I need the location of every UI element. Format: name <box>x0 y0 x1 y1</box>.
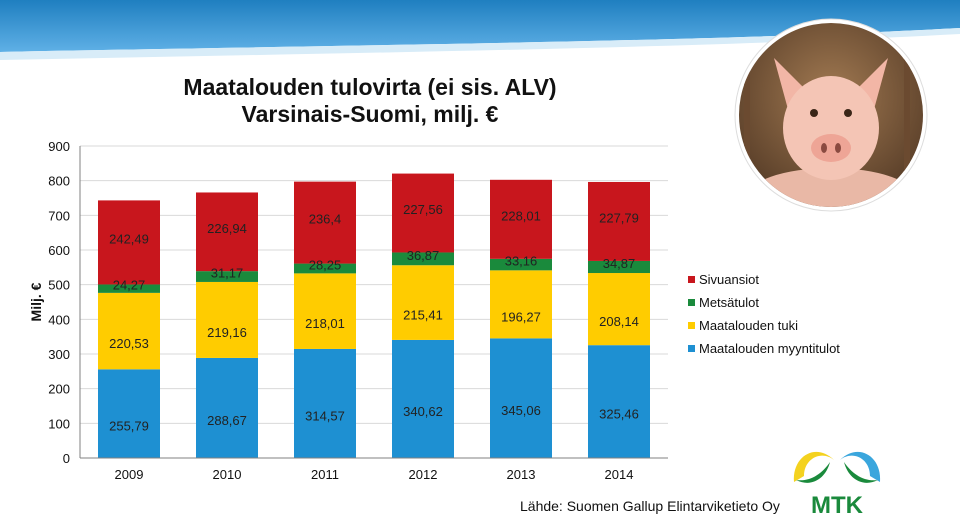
bar-segment <box>98 292 160 370</box>
bar-segment <box>98 200 160 285</box>
y-tick-label: 900 <box>48 139 70 154</box>
y-tick-label: 700 <box>48 208 70 223</box>
y-tick-label: 300 <box>48 347 70 362</box>
mtk-logo: MTK <box>793 451 881 516</box>
data-label: 31,17 <box>211 266 244 281</box>
data-label: 24,27 <box>113 278 146 293</box>
bar-segment <box>294 263 356 274</box>
mtk-logo-text: MTK <box>811 492 864 516</box>
pig-photo <box>734 18 928 212</box>
data-label: 220,53 <box>109 336 149 351</box>
legend-item: Maatalouden tuki <box>688 314 840 337</box>
data-label: 227,79 <box>599 210 639 225</box>
bar-segment <box>196 357 258 458</box>
legend-label: Maatalouden tuki <box>699 318 799 333</box>
bar-segment <box>490 270 552 339</box>
bar-segment <box>294 348 356 458</box>
data-label: 196,27 <box>501 309 541 324</box>
source-note: Lähde: Suomen Gallup Elintarviketieto Oy <box>520 498 780 514</box>
data-label: 340,62 <box>403 404 443 419</box>
y-tick-label: 600 <box>48 243 70 258</box>
bar-segment <box>196 281 258 358</box>
data-label: 236,4 <box>309 212 342 227</box>
bar-segment <box>392 252 454 266</box>
y-tick-label: 100 <box>48 416 70 431</box>
legend-item: Metsätulot <box>688 291 840 314</box>
data-label: 33,16 <box>505 254 538 269</box>
legend: Sivuansiot Metsätulot Maatalouden tuki Maat… <box>688 268 840 360</box>
data-label: 226,94 <box>207 221 247 236</box>
bar-segment <box>490 338 552 458</box>
data-label: 314,57 <box>305 408 345 423</box>
y-tick-label: 0 <box>63 451 70 466</box>
x-tick-label: 2009 <box>115 467 144 482</box>
bar-segment <box>588 345 650 458</box>
chart-title-block: Maatalouden tulovirta (ei sis. ALV) Vars… <box>150 74 590 128</box>
bar-segment <box>294 181 356 264</box>
x-tick-label: 2012 <box>409 467 438 482</box>
data-label: 288,67 <box>207 413 247 428</box>
bar-segment <box>196 271 258 282</box>
data-label: 219,16 <box>207 325 247 340</box>
data-label: 34,87 <box>603 256 636 271</box>
legend-swatch <box>688 345 695 352</box>
bar-segment <box>392 173 454 253</box>
data-label: 227,56 <box>403 202 443 217</box>
bar-segment <box>294 273 356 349</box>
data-label: 228,01 <box>501 208 541 223</box>
data-label: 208,14 <box>599 314 639 329</box>
data-label: 325,46 <box>599 407 639 422</box>
chart-subtitle: Varsinais-Suomi, milj. € <box>241 101 499 127</box>
bar-segment <box>98 284 160 293</box>
legend-label: Metsätulot <box>699 295 759 310</box>
data-label: 28,25 <box>309 257 342 272</box>
y-tick-label: 800 <box>48 174 70 189</box>
data-label: 255,79 <box>109 419 149 434</box>
bar-segment <box>392 339 454 458</box>
legend-item: Sivuansiot <box>688 268 840 291</box>
bar-segment <box>392 265 454 340</box>
legend-swatch <box>688 276 695 283</box>
legend-label: Maatalouden myyntitulot <box>699 341 840 356</box>
data-label: 36,87 <box>407 248 440 263</box>
bar-segment <box>490 179 552 259</box>
data-label: 215,41 <box>403 308 443 323</box>
legend-swatch <box>688 299 695 306</box>
legend-item: Maatalouden myyntitulot <box>688 337 840 360</box>
x-tick-label: 2011 <box>311 467 339 482</box>
data-label: 345,06 <box>501 403 541 418</box>
bar-segment <box>588 273 650 346</box>
legend-swatch <box>688 322 695 329</box>
legend-label: Sivuansiot <box>699 272 759 287</box>
chart-title: Maatalouden tulovirta (ei sis. ALV) <box>183 74 557 100</box>
x-tick-label: 2010 <box>213 467 242 482</box>
data-label: 218,01 <box>305 316 345 331</box>
y-tick-label: 200 <box>48 382 70 397</box>
bar-segment <box>588 181 650 261</box>
y-tick-label: 400 <box>48 312 70 327</box>
bar-segment <box>196 192 258 272</box>
y-tick-label: 500 <box>48 278 70 293</box>
bar-segment <box>490 258 552 271</box>
bar-segment <box>588 260 650 274</box>
bar-segment <box>98 369 160 458</box>
x-tick-label: 2013 <box>507 467 536 482</box>
data-label: 242,49 <box>109 231 149 246</box>
x-tick-label: 2014 <box>605 467 634 482</box>
y-axis-title: Milj. € <box>28 282 44 321</box>
